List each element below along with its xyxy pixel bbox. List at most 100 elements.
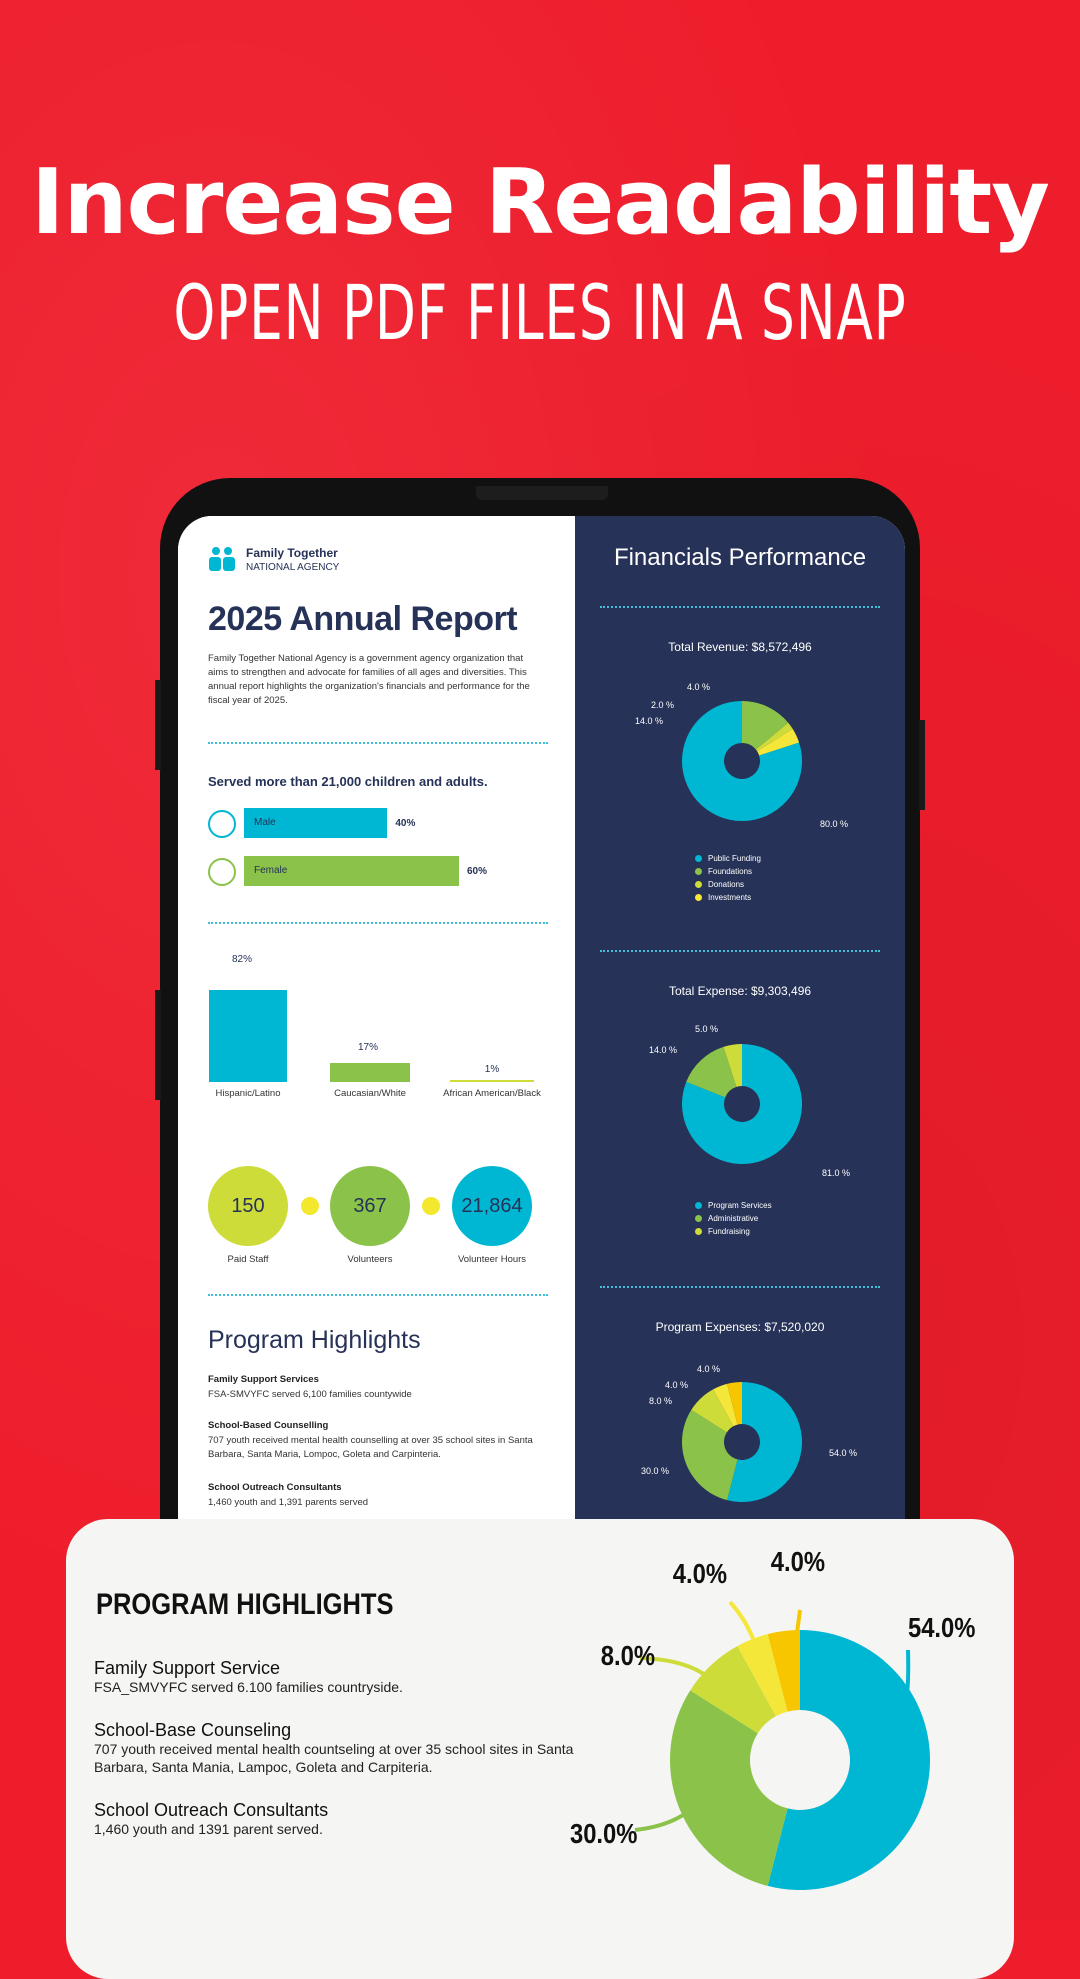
card-item-text: 1,460 youth and 1391 parent served. (94, 1821, 323, 1837)
divider (208, 1294, 548, 1296)
pdf-page[interactable]: Family Together NATIONAL AGENCY 2025 Ann… (178, 516, 905, 1520)
ethnicity-label: Caucasian/White (334, 1088, 406, 1099)
expense-label: 14.0 % (649, 1045, 678, 1055)
legend-item: Program Services (695, 1201, 772, 1210)
expense-donut-chart (682, 1044, 802, 1164)
card-item-text: 707 youth received mental health countse… (94, 1741, 574, 1775)
legend-label: Donations (708, 880, 745, 889)
foundations-slice (742, 701, 789, 750)
card-pct-label: 4.0% (770, 1546, 826, 1577)
divider (208, 922, 548, 924)
investments-slice (757, 728, 800, 756)
financials-panel: Financials Performance Total Revenue: $8… (575, 516, 905, 1520)
served-heading: Served more than 21,000 children and adu… (208, 774, 488, 789)
donations-slice (755, 722, 793, 752)
program-expenses-donut-chart (682, 1382, 802, 1502)
slice-2-slice (691, 1389, 734, 1433)
brand-subtitle: NATIONAL AGENCY (246, 562, 340, 573)
slice-3-slice (737, 1634, 788, 1717)
ethnicity-bar-african (450, 1080, 534, 1082)
card-item-heading: School Outreach Consultants (94, 1800, 329, 1820)
expense-label: 81.0 % (822, 1168, 851, 1178)
administrative-slice (686, 1046, 737, 1098)
public-funding-slice (682, 701, 802, 821)
legend-label: Investments (708, 893, 752, 902)
slice-4-slice (767, 1630, 800, 1712)
slice-3-slice (713, 1383, 738, 1427)
revenue-label: 80.0 % (820, 819, 849, 829)
program-exp-label: 54.0 % (829, 1448, 858, 1458)
stat-label: Volunteers (347, 1254, 393, 1265)
card-pct-label: 30.0% (569, 1818, 638, 1849)
ethnicity-bar-caucasian (330, 1062, 410, 1082)
report-intro: Family Together National Agency is a gov… (208, 653, 530, 706)
program-exp-label: 30.0 % (641, 1466, 670, 1476)
card-pct-label: 4.0% (672, 1558, 728, 1589)
stat-label: Paid Staff (227, 1254, 269, 1265)
family-logo-icon (209, 547, 235, 571)
program-services-slice (682, 1044, 802, 1164)
program-exp-label: 4.0 % (697, 1364, 721, 1374)
volume-button (155, 680, 161, 770)
program-text: FSA-SMVYFC served 6,100 families countyw… (208, 1389, 412, 1400)
program-highlights-donut-chart (670, 1630, 930, 1890)
ethnicity-label: Hispanic/Latino (215, 1088, 281, 1099)
headline-subtitle: OPEN PDF FILES IN A SNAP (173, 268, 907, 357)
program-heading: Family Support Services (208, 1374, 319, 1385)
financials-title: Financials Performance (613, 544, 867, 571)
leader-lines (634, 1600, 911, 1832)
fundraising-slice (723, 1044, 742, 1087)
stat-paid-staff: 150 (208, 1166, 288, 1246)
separator-dot (301, 1197, 319, 1215)
slice-1-slice (670, 1690, 788, 1886)
legend-label: Fundraising (708, 1227, 750, 1236)
legend-item: Donations (695, 880, 744, 889)
male-pct: 40% (395, 818, 416, 829)
female-avatar-icon (208, 858, 236, 886)
card-item-heading: Family Support Service (94, 1658, 281, 1678)
male-bar: Male (244, 808, 388, 838)
card-pct-label: 54.0% (907, 1612, 976, 1643)
divider (600, 950, 880, 952)
legend-item: Foundations (695, 867, 752, 876)
legend-label: Foundations (708, 867, 753, 876)
divider (600, 1286, 880, 1288)
slice-4-slice (727, 1382, 742, 1425)
program-text: 707 youth received mental health counsel… (208, 1435, 533, 1460)
ethnicity-pct: 82% (231, 954, 252, 965)
ethnicity-pct: 17% (357, 1042, 378, 1053)
side-button (155, 990, 161, 1100)
card-pct-label: 8.0% (600, 1640, 656, 1671)
brand-name: Family Together (246, 546, 338, 560)
report-title: 2025 Annual Report (208, 600, 518, 638)
program-exp-label: 4.0 % (665, 1380, 689, 1390)
divider (208, 742, 548, 744)
slice-1-slice (682, 1409, 738, 1501)
program-heading: School Outreach Consultants (208, 1482, 342, 1493)
stat-label: Volunteer Hours (457, 1254, 527, 1265)
ethnicity-label: African American/Black (443, 1088, 541, 1099)
program-text: 1,460 youth and 1,391 parents served (208, 1497, 369, 1508)
legend-item: Administrative (695, 1214, 758, 1223)
revenue-title: Total Revenue: $8,572,496 (668, 640, 812, 654)
male-avatar-icon (208, 810, 236, 838)
female-pct: 60% (467, 866, 488, 877)
revenue-label: 2.0 % (651, 700, 675, 710)
legend-label: Public Funding (708, 854, 761, 863)
divider (600, 606, 880, 608)
legend-item: Fundraising (695, 1227, 750, 1236)
revenue-label: 4.0 % (687, 682, 711, 692)
separator-dot (422, 1197, 440, 1215)
card-title: PROGRAM HIGHLIGHTS (96, 1588, 394, 1621)
phone-speaker (476, 486, 608, 500)
slice-0-slice (767, 1630, 930, 1890)
revenue-donut-chart (682, 701, 802, 821)
slice-2-slice (690, 1646, 776, 1734)
card-item-text: FSA_SMVYFC served 6.100 families country… (94, 1679, 403, 1695)
program-exp-label: 8.0 % (649, 1396, 673, 1406)
legend-label: Program Services (708, 1201, 772, 1210)
ethnicity-pct: 1% (484, 1064, 500, 1075)
program-highlights-title: Program Highlights (208, 1326, 421, 1354)
report-left-column: Family Together NATIONAL AGENCY 2025 Ann… (178, 516, 575, 1520)
legend-item: Investments (695, 893, 751, 902)
